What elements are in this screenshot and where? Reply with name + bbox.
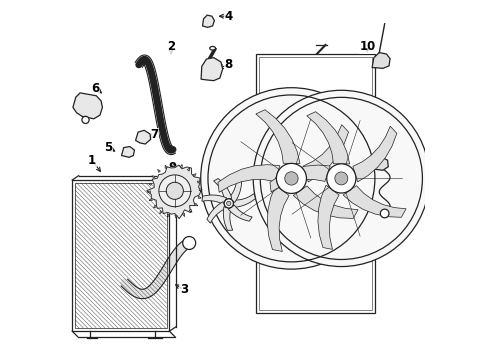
Polygon shape	[175, 215, 177, 218]
Polygon shape	[374, 157, 388, 170]
Bar	[259, 57, 372, 310]
Polygon shape	[201, 58, 222, 81]
Polygon shape	[160, 211, 162, 214]
Polygon shape	[199, 189, 202, 191]
Polygon shape	[152, 176, 155, 178]
Bar	[75, 183, 167, 328]
Polygon shape	[187, 168, 190, 171]
Polygon shape	[193, 174, 196, 176]
Polygon shape	[73, 93, 102, 119]
Text: 12: 12	[359, 154, 375, 167]
Polygon shape	[189, 209, 192, 212]
Text: 11: 11	[225, 228, 242, 241]
Text: 5: 5	[104, 141, 112, 154]
Polygon shape	[318, 185, 339, 249]
Text: 2: 2	[167, 40, 175, 53]
Polygon shape	[198, 196, 201, 198]
Circle shape	[227, 201, 231, 206]
Polygon shape	[165, 165, 167, 168]
Polygon shape	[303, 125, 348, 182]
Circle shape	[327, 164, 356, 193]
Polygon shape	[180, 165, 182, 167]
Polygon shape	[195, 203, 198, 206]
Text: 9: 9	[168, 161, 176, 174]
Polygon shape	[153, 205, 156, 208]
Polygon shape	[207, 202, 226, 223]
Circle shape	[224, 199, 233, 208]
Text: 4: 4	[225, 10, 233, 23]
Circle shape	[285, 172, 298, 185]
Polygon shape	[122, 147, 134, 157]
Polygon shape	[229, 177, 242, 203]
Polygon shape	[223, 207, 233, 230]
Circle shape	[276, 163, 306, 193]
Circle shape	[159, 175, 191, 207]
Circle shape	[253, 90, 429, 266]
Polygon shape	[270, 165, 330, 192]
Polygon shape	[218, 165, 280, 192]
Polygon shape	[228, 205, 252, 221]
Bar	[256, 54, 374, 313]
Polygon shape	[202, 195, 227, 204]
Polygon shape	[147, 191, 150, 193]
Text: 13: 13	[360, 184, 376, 197]
Polygon shape	[136, 130, 151, 144]
Polygon shape	[197, 181, 200, 183]
Bar	[72, 180, 170, 331]
Polygon shape	[256, 110, 300, 163]
Text: 10: 10	[359, 40, 375, 53]
Polygon shape	[167, 214, 170, 217]
Text: 7: 7	[150, 129, 158, 141]
Polygon shape	[202, 15, 215, 27]
Polygon shape	[294, 186, 358, 219]
Circle shape	[166, 182, 183, 199]
Polygon shape	[214, 179, 232, 199]
Circle shape	[201, 88, 382, 269]
Polygon shape	[372, 53, 390, 68]
Circle shape	[183, 237, 196, 249]
Polygon shape	[307, 112, 350, 164]
Text: 8: 8	[225, 58, 233, 71]
Polygon shape	[149, 198, 152, 201]
Polygon shape	[158, 170, 160, 172]
Polygon shape	[233, 194, 255, 207]
Polygon shape	[172, 163, 175, 166]
Polygon shape	[147, 165, 201, 219]
Circle shape	[82, 116, 89, 123]
Polygon shape	[268, 185, 289, 252]
Circle shape	[380, 209, 389, 218]
Polygon shape	[182, 213, 185, 216]
Ellipse shape	[210, 46, 216, 50]
Polygon shape	[148, 183, 151, 185]
Text: 3: 3	[180, 283, 188, 296]
Text: 1: 1	[88, 154, 96, 167]
Polygon shape	[343, 186, 406, 217]
Circle shape	[335, 172, 348, 185]
Text: 6: 6	[92, 82, 100, 95]
Polygon shape	[353, 126, 397, 182]
